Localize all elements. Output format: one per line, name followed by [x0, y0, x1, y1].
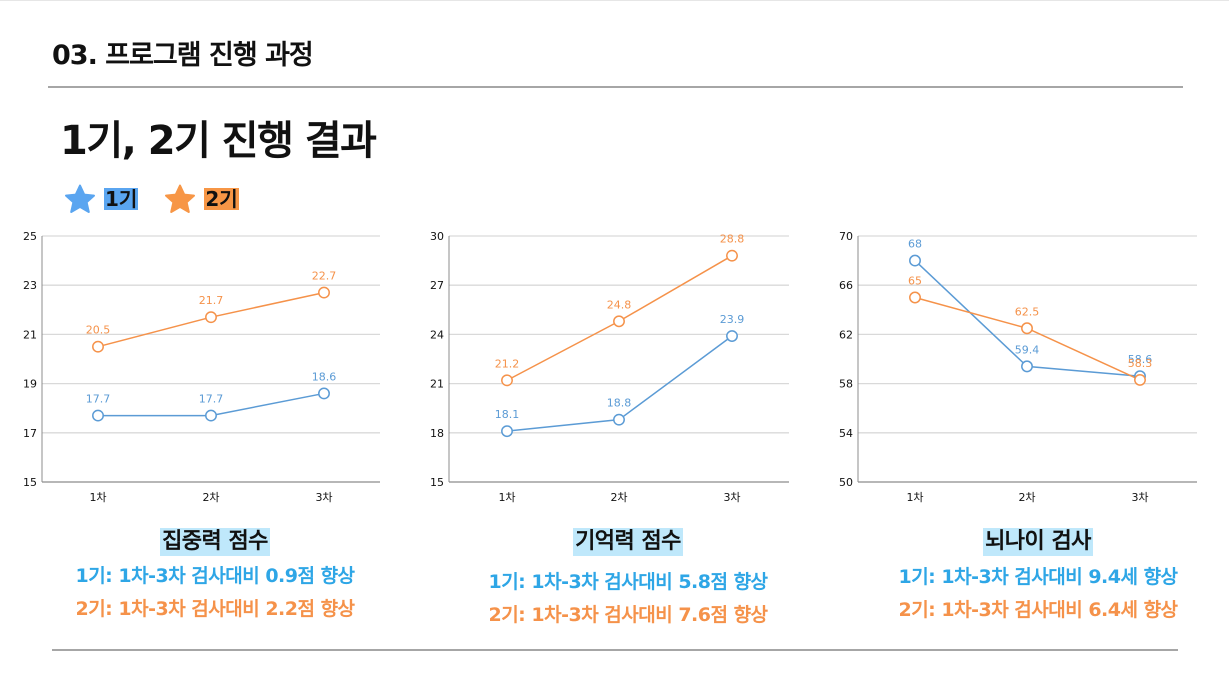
data-label: 23.9: [720, 313, 745, 326]
y-tick-label: 27: [430, 279, 444, 292]
section-title: 03. 프로그램 진행 과정: [52, 40, 314, 71]
data-point: [613, 315, 625, 328]
data-label: 17.7: [199, 393, 224, 406]
data-label: 68: [908, 238, 922, 251]
star-icon: [165, 184, 196, 213]
x-tick-label: 2차: [610, 491, 627, 504]
chart-svg: 15 18 21 24 27 30 1차 2차 3차 18.1 18.8 23.9 21.2 24.8 28…: [430, 230, 789, 504]
chart-svg: 50 54 58 62 66 70 1차 2차 3차 68 59.4 58.6 65 62.5 58.3: [839, 230, 1197, 504]
y-tick-label: 15: [430, 476, 444, 489]
data-point: [318, 286, 330, 299]
note-cohort-1: 1기: 1차-3차 검사대비 5.8점 향상: [488, 571, 768, 593]
series-line-1: [914, 260, 1141, 377]
y-tick-label: 18: [430, 427, 444, 440]
note-cohort-1: 1기: 1차-3차 검사대비 9.4세 향상: [898, 566, 1178, 588]
y-tick-label: 66: [839, 279, 853, 292]
y-tick-label: 21: [430, 378, 444, 391]
chart-concentration: 15 17 19 21 23 25 1차 2차 3차 17.7 17.7 18.6 20.5 21.7 22…: [0, 225, 410, 515]
y-tick-label: 21: [23, 328, 37, 341]
data-label: 58.3: [1128, 357, 1153, 370]
chart-memory: 15 18 21 24 27 30 1차 2차 3차 18.1 18.8 23.9 21.2 24.8 28…: [407, 225, 817, 515]
y-tick-label: 17: [23, 427, 37, 440]
chart-svg: 15 17 19 21 23 25 1차 2차 3차 17.7 17.7 18.6 20.5 21.7 22…: [23, 230, 380, 504]
x-tick-label: 3차: [723, 491, 740, 504]
legend: 1기 2기: [64, 184, 265, 214]
data-label: 22.7: [312, 270, 337, 283]
x-tick-label: 1차: [906, 491, 923, 504]
caption-concentration: 집중력 점수 1기: 1차-3차 검사대비 0.9점 향상 2기: 1차-3차 …: [15, 528, 415, 621]
data-label: 28.8: [720, 233, 745, 246]
legend-item-cohort-2: 2기: [164, 184, 239, 214]
top-border: [0, 0, 1229, 1]
caption-brain-age: 뇌나이 검사 1기: 1차-3차 검사대비 9.4세 향상 2기: 1차-3차 …: [838, 528, 1229, 622]
data-point: [92, 340, 104, 353]
data-label: 59.4: [1015, 343, 1040, 356]
star-icon: [65, 184, 95, 213]
data-label: 62.5: [1015, 305, 1040, 318]
data-point: [318, 387, 330, 400]
chart-brain-age: 50 54 58 62 66 70 1차 2차 3차 68 59.4 58.6 65 62.5 58.3: [816, 225, 1226, 515]
data-point: [909, 254, 921, 267]
note-cohort-1: 1기: 1차-3차 검사대비 0.9점 향상: [75, 565, 355, 587]
data-label: 18.6: [312, 370, 337, 383]
chart-title: 기억력 점수: [573, 528, 683, 556]
x-tick-label: 3차: [315, 491, 332, 504]
y-tick-label: 25: [23, 230, 37, 243]
data-point: [1134, 373, 1146, 386]
y-tick-label: 30: [430, 230, 444, 243]
header-divider: [48, 86, 1183, 88]
data-point: [501, 374, 513, 387]
caption-memory: 기억력 점수 1기: 1차-3차 검사대비 5.8점 향상 2기: 1차-3차 …: [428, 528, 828, 627]
legend-label: 2기: [204, 187, 239, 211]
x-tick-label: 2차: [202, 491, 219, 504]
data-label: 17.7: [86, 393, 111, 406]
data-label: 58.6: [1128, 353, 1153, 366]
y-tick-label: 23: [23, 279, 37, 292]
data-label: 20.5: [86, 324, 111, 337]
data-point: [726, 330, 738, 342]
y-tick-label: 54: [839, 427, 853, 440]
x-tick-label: 3차: [1131, 491, 1148, 504]
data-point: [1021, 360, 1033, 373]
x-tick-label: 2차: [1018, 491, 1035, 504]
chart-title: 뇌나이 검사: [983, 528, 1093, 556]
data-label: 21.7: [199, 294, 224, 307]
note-cohort-2: 2기: 1차-3차 검사대비 2.2점 향상: [75, 598, 355, 620]
data-point: [909, 291, 921, 304]
data-label: 65: [908, 275, 922, 288]
note-cohort-2: 2기: 1차-3차 검사대비 6.4세 향상: [898, 599, 1178, 621]
y-tick-label: 70: [839, 230, 853, 243]
y-tick-label: 24: [430, 328, 444, 341]
data-label: 21.2: [495, 357, 520, 370]
data-label: 18.1: [495, 408, 520, 421]
chart-title: 집중력 점수: [160, 528, 270, 556]
y-tick-label: 50: [839, 476, 853, 489]
data-label: 18.8: [607, 397, 632, 410]
y-tick-label: 15: [23, 476, 37, 489]
y-tick-label: 19: [23, 378, 37, 391]
data-point: [92, 409, 104, 422]
data-point: [205, 311, 217, 324]
data-point: [501, 425, 513, 438]
legend-item-cohort-1: 1기: [64, 184, 139, 214]
data-point: [1021, 322, 1033, 335]
x-tick-label: 1차: [89, 491, 106, 504]
data-point: [726, 249, 738, 262]
x-tick-label: 1차: [498, 491, 515, 504]
data-label: 24.8: [607, 298, 632, 311]
data-point: [205, 409, 217, 422]
footer-divider: [52, 649, 1178, 651]
note-cohort-2: 2기: 1차-3차 검사대비 7.6점 향상: [488, 604, 768, 626]
data-point: [613, 413, 625, 426]
y-tick-label: 62: [839, 328, 853, 341]
legend-label: 1기: [104, 187, 139, 211]
y-tick-label: 58: [839, 378, 853, 391]
page-title: 1기, 2기 진행 결과: [60, 118, 377, 164]
